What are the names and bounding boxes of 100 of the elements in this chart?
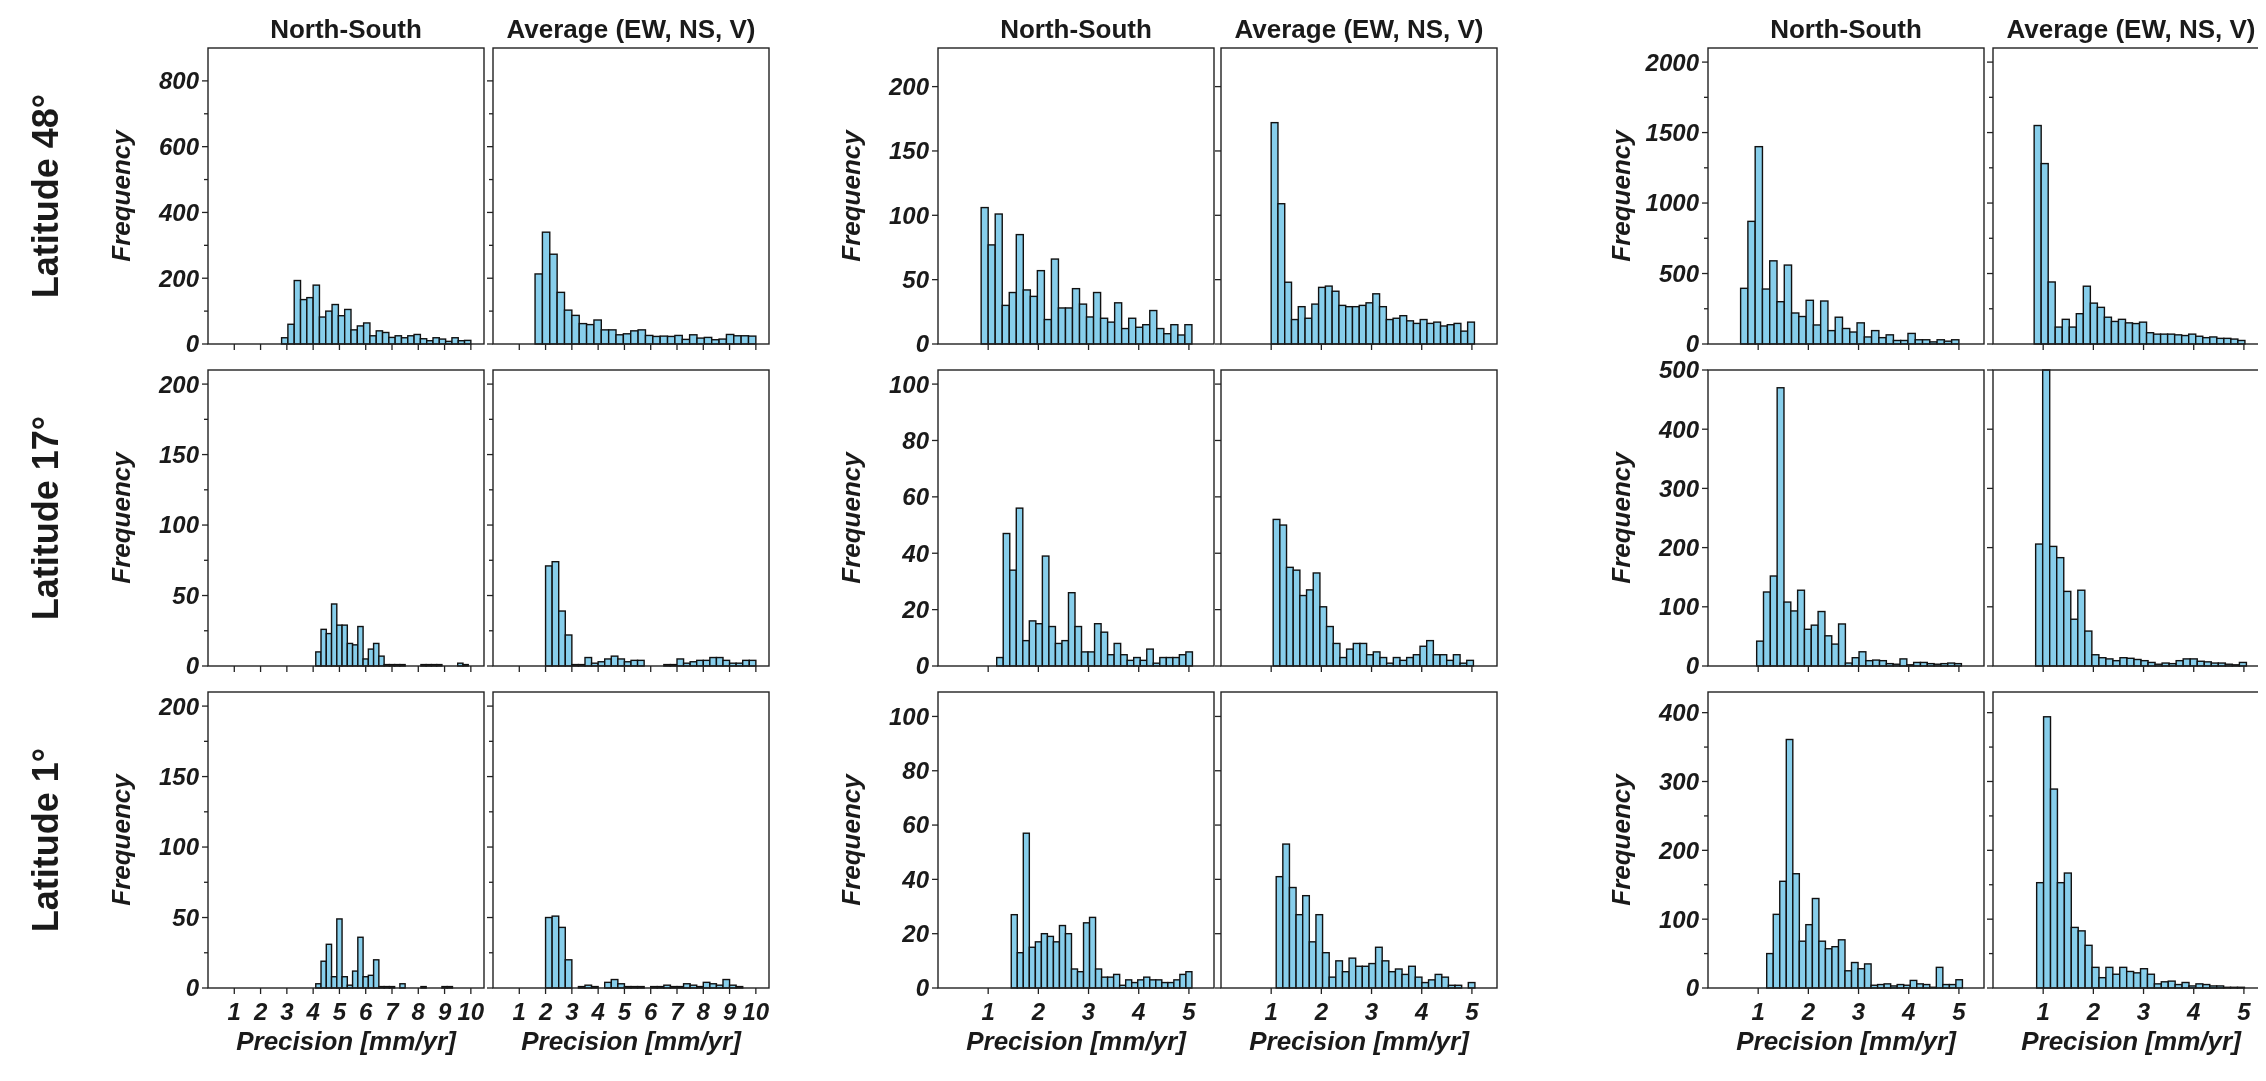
y-tick-label: 20 [901, 920, 930, 948]
y-tick-label: 150 [888, 137, 930, 165]
y-tick-label: 100 [888, 370, 930, 398]
x-tick-label: 5 [1952, 998, 1967, 1025]
y-tick-label: 0 [915, 330, 930, 358]
y-axis-title: Frequency [836, 128, 866, 262]
x-tick-label: 4 [1414, 998, 1429, 1025]
y-tick-label: 0 [185, 974, 200, 1002]
y-tick-label: 1500 [1645, 118, 1700, 146]
y-tick-label: 300 [1658, 767, 1700, 795]
x-tick-label: 3 [280, 998, 295, 1025]
y-tick-label: 80 [902, 757, 930, 785]
x-tick-label: 3 [2136, 998, 2151, 1025]
y-tick-label: 300 [1658, 474, 1700, 502]
chart-title: Average (EW, NS, V) [1234, 14, 1484, 44]
y-tick-label: 150 [158, 762, 200, 790]
x-axis-title: Precision [mm/yr] [1249, 1026, 1471, 1056]
y-axis-title: Frequency [106, 128, 136, 262]
y-tick-label: 100 [1658, 593, 1700, 621]
x-tick-label: 1 [1751, 998, 1765, 1025]
y-tick-label: 0 [915, 974, 930, 1002]
x-axis-title: Precision [mm/yr] [521, 1026, 743, 1056]
x-axis-title: Precision [mm/yr] [1736, 1026, 1958, 1056]
chart-title: North-South [1000, 14, 1152, 44]
chart-title: North-South [270, 14, 422, 44]
text: Latitude 1° [25, 747, 66, 933]
y-tick-label: 200 [887, 73, 930, 101]
y-tick-label: 2000 [1644, 48, 1700, 76]
x-tick-label: 7 [385, 998, 401, 1025]
y-tick-label: 40 [901, 865, 930, 893]
x-tick-label: 4 [1131, 998, 1146, 1025]
x-tick-label: 6 [644, 998, 659, 1025]
y-tick-label: 40 [901, 539, 930, 567]
x-tick-label: 10 [457, 998, 485, 1025]
x-tick-label: 7 [670, 998, 686, 1025]
y-axis-title: Frequency [106, 772, 136, 906]
x-axis-title: Precision [mm/yr] [2021, 1026, 2243, 1056]
y-tick-label: 50 [172, 903, 200, 931]
y-tick-label: 100 [1658, 905, 1700, 933]
x-tick-label: 5 [2237, 998, 2252, 1025]
y-tick-label: 200 [157, 264, 200, 292]
x-tick-label: 6 [359, 998, 374, 1025]
y-tick-label: 600 [158, 133, 200, 161]
chart-title: North-South [1770, 14, 1922, 44]
y-tick-label: 0 [915, 652, 930, 680]
y-tick-label: 100 [158, 833, 200, 861]
y-tick-label: 200 [1657, 836, 1700, 864]
y-tick-label: 50 [902, 266, 930, 294]
y-tick-label: 150 [158, 440, 200, 468]
x-tick-label: 4 [1901, 998, 1916, 1025]
x-tick-label: 8 [411, 998, 426, 1025]
y-axis-title: Frequency [1606, 128, 1636, 262]
y-tick-label: 400 [1657, 415, 1700, 443]
x-tick-label: 5 [332, 998, 347, 1025]
y-tick-label: 60 [902, 483, 930, 511]
x-tick-label: 3 [1081, 998, 1096, 1025]
x-tick-label: 1 [1264, 998, 1278, 1025]
x-tick-label: 2 [537, 998, 553, 1025]
y-axis-title: Frequency [836, 450, 866, 584]
x-tick-label: 2 [2085, 998, 2101, 1025]
y-tick-label: 200 [157, 692, 200, 720]
y-tick-label: 200 [157, 370, 200, 398]
x-tick-label: 5 [1465, 998, 1480, 1025]
y-tick-label: 0 [185, 330, 200, 358]
x-tick-label: 2 [1800, 998, 1816, 1025]
y-axis-title: Frequency [836, 772, 866, 906]
x-tick-label: 2 [1313, 998, 1329, 1025]
y-tick-label: 20 [901, 596, 930, 624]
x-tick-label: 9 [722, 998, 737, 1025]
y-tick-label: 100 [888, 201, 930, 229]
x-tick-label: 2 [252, 998, 268, 1025]
y-tick-label: 1000 [1645, 189, 1700, 217]
y-tick-label: 200 [1657, 534, 1700, 561]
chart-title: Average (EW, NS, V) [2006, 14, 2256, 44]
x-tick-label: 1 [2036, 998, 2050, 1025]
text: Latitude 48° [25, 93, 66, 299]
y-tick-label: 60 [902, 811, 930, 839]
y-tick-label: 100 [158, 511, 200, 539]
x-tick-label: 4 [590, 998, 605, 1025]
y-tick-label: 0 [185, 652, 200, 680]
x-tick-label: 8 [696, 998, 711, 1025]
x-tick-label: 5 [1182, 998, 1197, 1025]
x-tick-label: 1 [227, 998, 241, 1025]
y-axis-title: Frequency [1606, 772, 1636, 906]
y-tick-label: 100 [888, 702, 930, 730]
x-tick-label: 1 [981, 998, 995, 1025]
x-tick-label: 3 [1364, 998, 1379, 1025]
x-tick-label: 3 [565, 998, 580, 1025]
y-axis-title: Frequency [106, 450, 136, 584]
x-tick-label: 5 [617, 998, 632, 1025]
y-tick-label: 0 [1685, 974, 1700, 1002]
x-tick-label: 9 [437, 998, 452, 1025]
x-axis-title: Precision [mm/yr] [966, 1026, 1188, 1056]
text: Latitude 17° [25, 415, 66, 621]
x-tick-label: 3 [1851, 998, 1866, 1025]
y-tick-label: 50 [172, 581, 200, 609]
x-tick-label: 1 [512, 998, 526, 1025]
x-tick-label: 4 [2186, 998, 2201, 1025]
y-tick-label: 0 [1685, 330, 1700, 358]
y-tick-label: 800 [158, 67, 200, 95]
